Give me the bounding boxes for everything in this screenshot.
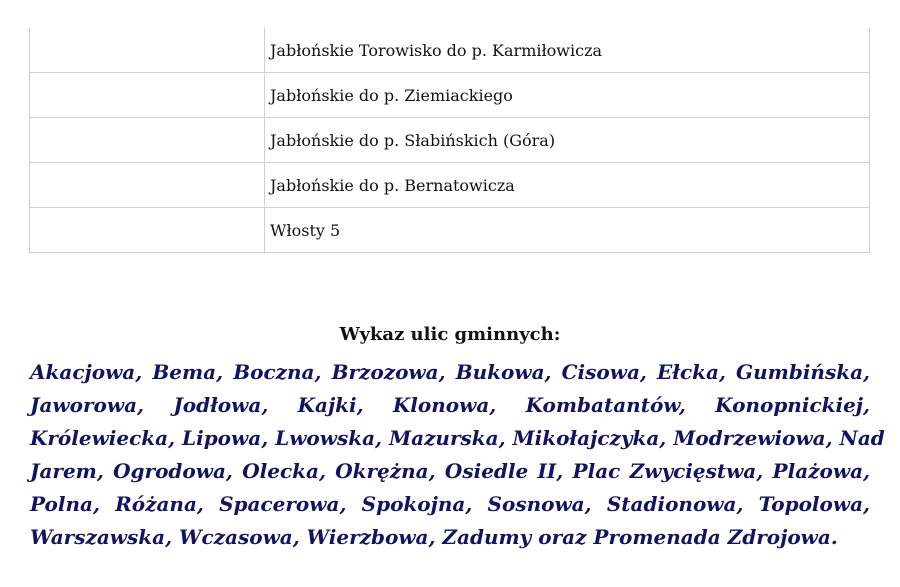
table-row: Jabłońskie do p. Słabińskich (Góra) (29, 117, 870, 163)
street-list-line: Akacjowa, Bema, Boczna, Brzozowa, Bukowa… (30, 360, 870, 384)
table-cell: Jabłońskie do p. Ziemiackiego (264, 72, 870, 118)
table-cell (29, 207, 265, 253)
table-cell: Włosty 5 (264, 207, 870, 253)
table-row: Jabłońskie do p. Bernatowicza (29, 162, 870, 208)
table-cell (29, 72, 265, 118)
table-row: Jabłońskie do p. Ziemiackiego (29, 72, 870, 118)
table-cell: Jabłońskie Torowisko do p. Karmiłowicza (264, 28, 870, 73)
section-heading: Wykaz ulic gminnych: (339, 324, 561, 345)
street-list-line: Polna, Różana, Spacerowa, Spokojna, Sosn… (30, 492, 870, 516)
locations-table: Jabłońskie Torowisko do p. Karmiłowicza … (29, 28, 870, 253)
table-cell (29, 28, 265, 73)
table-row: Jabłońskie Torowisko do p. Karmiłowicza (29, 28, 870, 73)
street-list: Akacjowa, Bema, Boczna, Brzozowa, Bukowa… (30, 356, 885, 554)
table-row: Włosty 5 (29, 207, 870, 253)
street-list-line: Jarem, Ogrodowa, Olecka, Okrężna, Osiedl… (30, 459, 870, 483)
table-cell: Jabłońskie do p. Słabińskich (Góra) (264, 117, 870, 163)
table-cell: Jabłońskie do p. Bernatowicza (264, 162, 870, 208)
table-cell (29, 117, 265, 163)
table-cell (29, 162, 265, 208)
street-list-line: Królewiecka, Lipowa, Lwowska, Mazurska, … (30, 426, 885, 450)
street-list-line: Warszawska, Wczasowa, Wierzbowa, Zadumy … (30, 525, 838, 549)
street-list-line: Jaworowa, Jodłowa, Kajki, Klonowa, Komba… (30, 393, 870, 417)
